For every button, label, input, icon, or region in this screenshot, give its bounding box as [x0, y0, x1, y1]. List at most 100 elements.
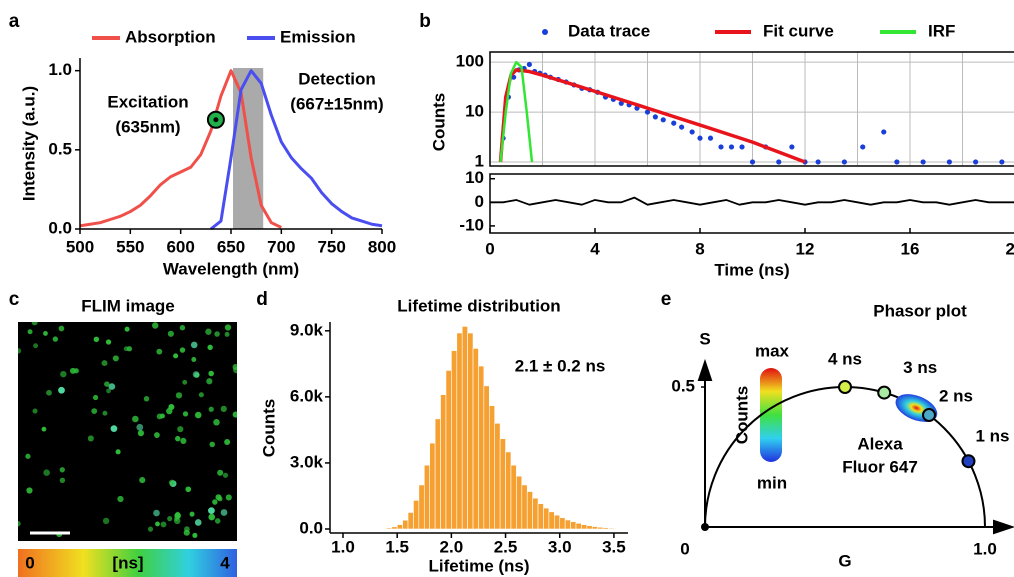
lifetime-marker [877, 385, 892, 400]
scale-bar-label: 2μm [33, 505, 68, 524]
bar [445, 370, 452, 530]
flim-dot [92, 394, 99, 401]
data-point [728, 144, 735, 150]
data-point [671, 120, 677, 126]
data-point [881, 129, 887, 135]
flim-dot [175, 392, 183, 399]
flim-dot [220, 509, 228, 516]
flim-dot [213, 419, 220, 426]
bar [548, 511, 555, 530]
bar [510, 464, 517, 530]
lifetime-label: 1 ns [975, 427, 1009, 446]
bar [391, 526, 398, 530]
flim-dot [160, 521, 167, 528]
colorbar-label: 0 [25, 553, 34, 572]
flim-dot [26, 487, 33, 494]
flim-dot [167, 516, 173, 522]
flim-dot [182, 379, 188, 385]
line-1 [209, 69, 383, 231]
legend-label: IRF [928, 21, 955, 40]
x-tick-label: 2.0 [440, 537, 464, 556]
bar [483, 385, 490, 530]
bar [581, 524, 588, 530]
flim-dot [224, 331, 230, 337]
annotation: Alexa [857, 434, 903, 453]
y-tick-label: 0.5 [48, 139, 72, 158]
flim-dot [215, 494, 222, 501]
x-tick-label: 1.5 [385, 537, 409, 556]
data-point [526, 61, 532, 68]
flim-dot [224, 438, 231, 445]
bar [456, 332, 463, 530]
x-tick-label: 0 [680, 539, 689, 558]
x-tick-label: 600 [166, 237, 194, 256]
bar [423, 464, 430, 530]
bar [591, 526, 598, 530]
bar [451, 350, 458, 530]
frame [489, 51, 1014, 167]
flim-dot [59, 477, 66, 484]
bar [461, 326, 468, 530]
data-point [860, 144, 866, 150]
flim-dot [182, 411, 189, 417]
x-tick-label: 16 [901, 239, 920, 258]
chart-title: FLIM image [81, 296, 175, 315]
flim-dot [207, 344, 213, 351]
data-point [776, 159, 782, 165]
bar [413, 500, 420, 530]
bar [521, 484, 528, 530]
flim-dot [155, 521, 160, 527]
data-point [841, 159, 847, 165]
flim-dot [224, 324, 232, 331]
x-tick-label: 700 [267, 237, 295, 256]
y-tick-label: 0.5 [671, 376, 695, 395]
arrow-axis [697, 358, 713, 527]
bar [472, 348, 479, 530]
data-point [718, 144, 724, 150]
flim-dot [180, 437, 187, 444]
flim-dot [208, 406, 214, 412]
flim-dot [58, 325, 65, 332]
flim-dot [208, 513, 216, 521]
flim-dot [168, 479, 175, 486]
series-line [498, 68, 806, 164]
chart-title: Phasor plot [873, 301, 967, 320]
flim-dot [110, 425, 118, 433]
detection-label: (667±15nm) [290, 94, 383, 113]
y-tick-label: 3.0k [290, 452, 324, 471]
flim-dot [209, 441, 216, 448]
panel-label: e [661, 289, 672, 310]
flim-dot [59, 467, 65, 473]
y-tick-label: 0.0 [299, 518, 323, 537]
panel-label: a [9, 11, 20, 32]
data-point [920, 159, 926, 165]
flim-dot [52, 336, 59, 342]
bar [386, 527, 393, 530]
data-point [652, 114, 658, 120]
y-axis-label: S [699, 329, 710, 348]
detection-band [233, 68, 264, 229]
x-tick-label: 8 [695, 239, 704, 258]
flim-image [18, 322, 237, 541]
panel-label: d [256, 289, 268, 310]
bar [559, 517, 566, 530]
lifetime-label: 4 ns [828, 349, 862, 368]
flim-dot [18, 520, 21, 527]
plot-area [490, 52, 1014, 206]
flim-dot [104, 381, 110, 387]
flim-dot [143, 396, 150, 402]
colorbar-title: Counts [732, 386, 751, 445]
flim-dot [152, 322, 159, 329]
y-tick-label: 1 [475, 151, 484, 170]
panel-label: c [9, 289, 20, 310]
flim-dot [117, 495, 124, 503]
bar [570, 521, 577, 530]
bar [407, 512, 414, 530]
x-tick-label: 4 [590, 239, 600, 258]
data-point [739, 144, 745, 150]
flim-dot [43, 469, 50, 476]
y-tick-label: 10 [465, 168, 484, 187]
x-tick-label: 1.0 [331, 537, 355, 556]
arrow-axis [705, 519, 1014, 535]
